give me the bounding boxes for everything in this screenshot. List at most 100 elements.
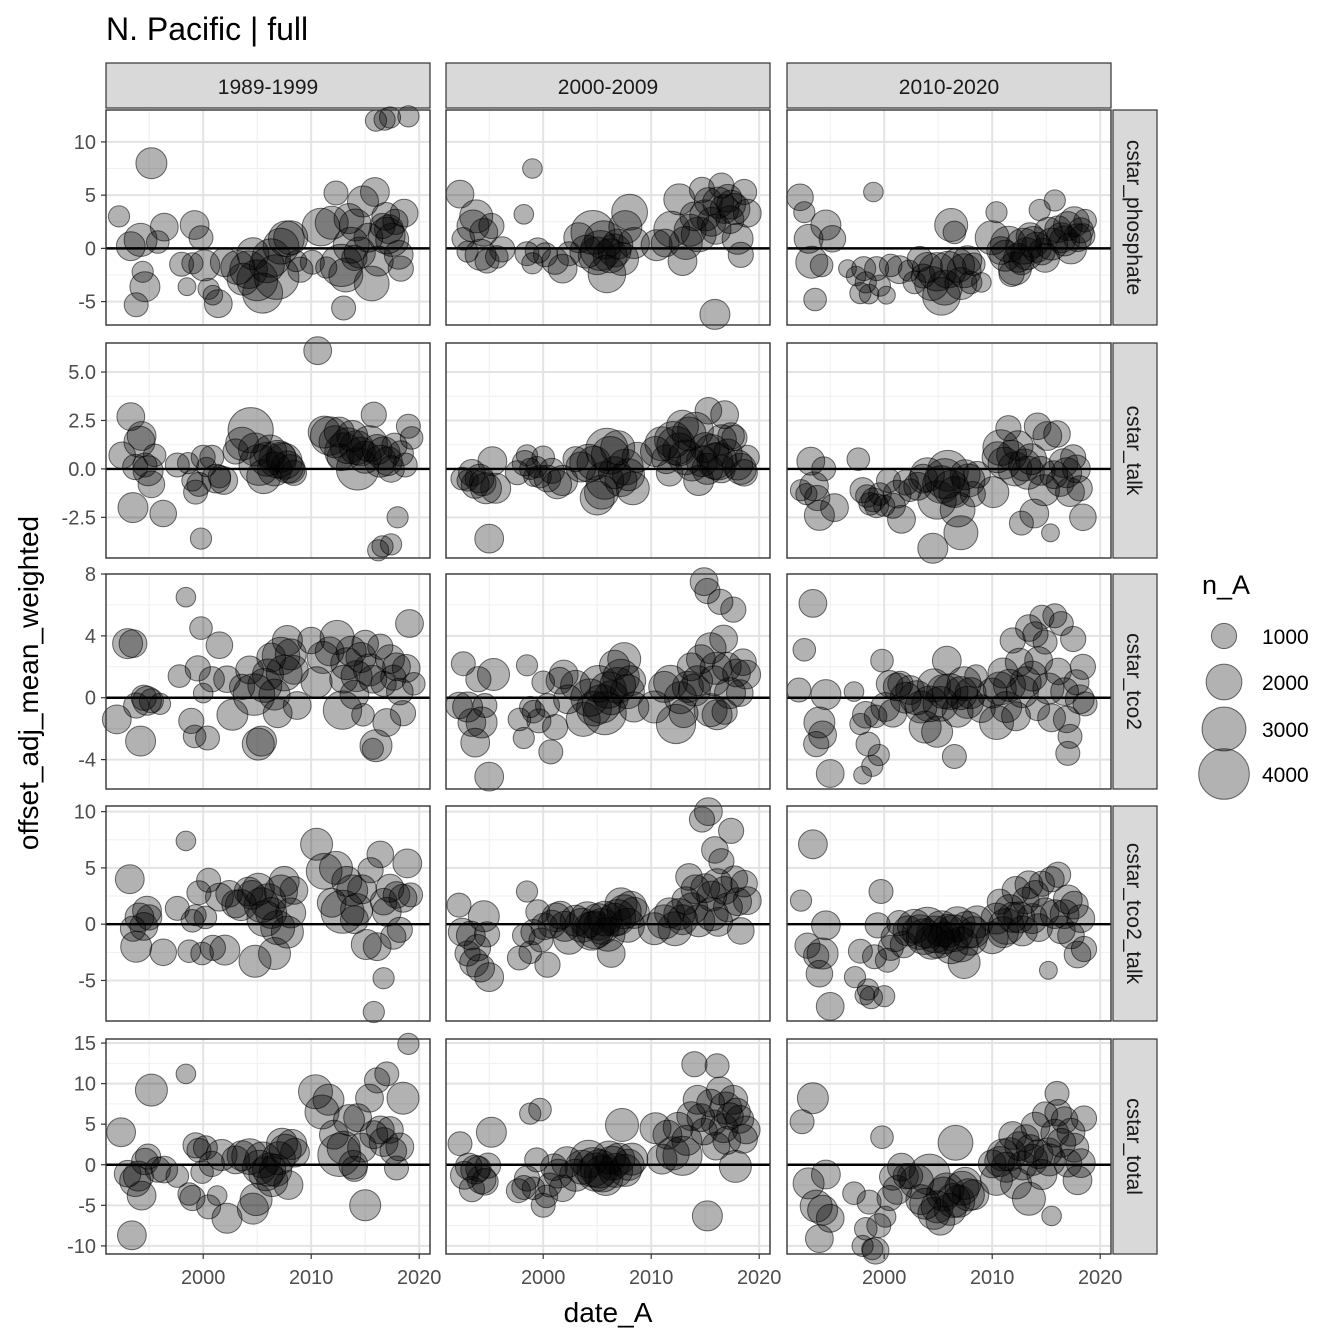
data-point [701, 1131, 731, 1161]
x-tick-label: 2020 [737, 1267, 782, 1289]
y-tick-label: 5.0 [68, 362, 96, 384]
data-point [528, 927, 554, 953]
data-point [123, 692, 150, 719]
column-strip-bg [445, 62, 771, 109]
legend-item: 3000 [1201, 706, 1309, 752]
row-strip-bg [1112, 109, 1158, 326]
points-group [789, 1080, 1098, 1265]
data-point [397, 1032, 420, 1056]
y-tick-label: 4 [85, 626, 96, 648]
data-point [149, 499, 177, 528]
data-point [671, 1124, 703, 1156]
data-point [579, 665, 618, 703]
data-point [789, 889, 813, 912]
panel-border [445, 1038, 771, 1255]
data-point [386, 1081, 420, 1115]
data-point [376, 1116, 404, 1144]
data-point [1065, 1148, 1096, 1178]
data-point [1069, 653, 1097, 680]
data-point [680, 874, 711, 905]
y-tick-label: 5 [85, 1114, 96, 1136]
data-point [809, 253, 834, 278]
panel [786, 109, 1112, 326]
data-point [648, 670, 681, 703]
column-strip: 2010-2020 [786, 62, 1112, 109]
data-point [605, 242, 639, 276]
data-point [372, 708, 402, 737]
data-point [188, 225, 214, 251]
data-point [856, 1189, 882, 1215]
row-strip-label: cstar_total [1122, 1098, 1145, 1195]
y-tick-label: 0 [85, 238, 96, 260]
data-point [1070, 935, 1098, 963]
data-point [859, 985, 884, 1010]
data-point [273, 1170, 304, 1200]
data-point [863, 181, 884, 203]
legend-item: 2000 [1205, 663, 1309, 701]
data-point [942, 1184, 976, 1218]
data-point [730, 459, 758, 487]
panel-border [786, 805, 1112, 1022]
data-point [116, 1220, 147, 1251]
data-point [241, 1149, 277, 1185]
points-group [450, 397, 760, 554]
data-point [602, 1142, 636, 1176]
data-point [382, 208, 409, 235]
data-point [530, 1192, 556, 1218]
data-point [469, 218, 499, 247]
data-point [478, 212, 505, 240]
data-point [534, 951, 561, 978]
x-tick-label: 2010 [289, 1267, 334, 1289]
data-point [192, 1135, 218, 1161]
data-point [942, 220, 967, 245]
data-point [188, 249, 221, 282]
data-point [792, 1167, 825, 1200]
panel-border [445, 573, 771, 790]
data-point [1001, 701, 1031, 732]
row-strip-label: cstar_talk [1122, 406, 1145, 496]
data-point [732, 198, 762, 228]
data-point [125, 725, 157, 757]
data-point [700, 213, 732, 245]
y-tick-label: 10 [74, 802, 96, 824]
data-point [796, 1082, 829, 1115]
data-point [609, 674, 645, 710]
data-point [464, 238, 497, 271]
y-axis-label: offset_adj_mean_weighted [13, 516, 44, 850]
data-point [387, 255, 414, 282]
data-point [275, 897, 307, 929]
data-point [542, 714, 569, 741]
data-point [247, 667, 283, 703]
data-point [132, 685, 162, 716]
panel-background [446, 343, 770, 558]
data-point [701, 868, 733, 900]
data-point [726, 679, 754, 707]
data-point [1002, 430, 1034, 462]
data-point [608, 210, 643, 245]
data-point [392, 848, 423, 879]
data-point [366, 840, 395, 869]
data-point [305, 852, 343, 890]
data-point [798, 829, 828, 860]
row-strip-bg [1112, 573, 1158, 790]
data-point [703, 907, 734, 937]
data-point [322, 690, 363, 730]
points-group [786, 181, 1097, 316]
data-point [720, 596, 747, 623]
data-point [711, 698, 738, 725]
data-point [397, 105, 420, 128]
data-point [465, 706, 498, 739]
data-point [803, 706, 836, 739]
data-point [718, 1084, 749, 1115]
data-point [650, 228, 680, 258]
data-point [1025, 696, 1051, 722]
panel [786, 805, 1112, 1022]
data-point [1053, 1148, 1083, 1178]
data-point [273, 220, 309, 256]
data-point [526, 708, 552, 734]
panel [105, 805, 431, 1024]
data-point [196, 456, 217, 478]
data-point [137, 470, 166, 499]
data-point [615, 1142, 649, 1176]
